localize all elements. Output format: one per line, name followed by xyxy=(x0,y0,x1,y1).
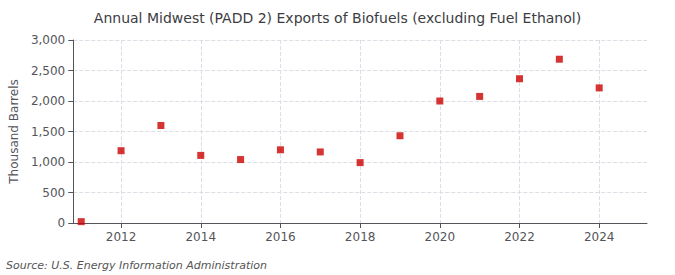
svg-text:2,000: 2,000 xyxy=(31,94,65,108)
svg-text:Source: U.S. Energy Informatio: Source: U.S. Energy Information Administ… xyxy=(6,259,267,272)
svg-text:2012: 2012 xyxy=(106,230,137,244)
svg-text:2016: 2016 xyxy=(265,230,296,244)
svg-text:2,500: 2,500 xyxy=(31,64,65,78)
svg-text:2018: 2018 xyxy=(345,230,376,244)
svg-text:2022: 2022 xyxy=(504,230,535,244)
svg-text:2024: 2024 xyxy=(584,230,615,244)
svg-text:500: 500 xyxy=(42,186,65,200)
svg-text:2014: 2014 xyxy=(185,230,216,244)
svg-text:1,500: 1,500 xyxy=(31,125,65,139)
svg-text:2020: 2020 xyxy=(425,230,456,244)
svg-text:0: 0 xyxy=(58,216,66,230)
svg-text:3,000: 3,000 xyxy=(31,33,65,47)
svg-text:Annual Midwest (PADD 2) Export: Annual Midwest (PADD 2) Exports of Biofu… xyxy=(94,10,581,26)
svg-text:1,000: 1,000 xyxy=(31,155,65,169)
svg-text:Thousand Barrels: Thousand Barrels xyxy=(7,79,21,184)
